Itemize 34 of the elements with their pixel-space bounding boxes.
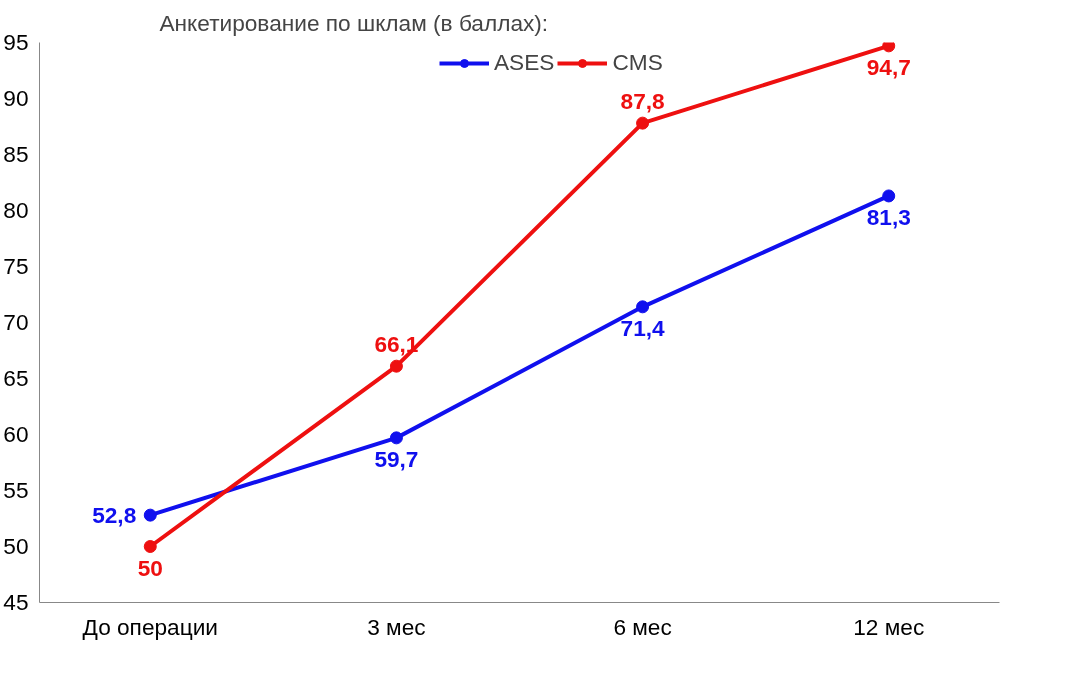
data-label: 66,1 [374, 331, 419, 358]
y-tick-label: 85 [3, 141, 29, 167]
x-tick-label: 3 мес [367, 613, 426, 640]
y-tick-label: 60 [3, 421, 29, 447]
data-label: 87,8 [620, 88, 665, 115]
y-tick-label: 80 [3, 197, 29, 223]
x-tick-label: 6 мес [613, 613, 672, 640]
y-tick-label: 90 [3, 85, 29, 111]
point [143, 540, 157, 553]
data-label: 59,7 [374, 445, 419, 472]
point [636, 116, 650, 130]
x-tick-label: До операции [82, 613, 218, 640]
data-label: 52,8 [92, 501, 137, 528]
y-tick-label: 45 [3, 589, 29, 615]
point [389, 359, 403, 373]
y-tick-label: 70 [3, 309, 29, 335]
y-tick-label: 95 [3, 29, 29, 55]
y-tick-label: 55 [3, 477, 29, 503]
legend-label: CMS [612, 49, 663, 76]
x-tick-label: 12 мес [853, 613, 925, 640]
chart-title: Анкетирование по шклам (в баллах): [159, 9, 549, 36]
data-label: 81,3 [866, 203, 911, 230]
y-tick-label: 65 [3, 365, 29, 391]
data-label: 94,7 [866, 53, 911, 80]
data-label: 71,4 [620, 314, 666, 341]
data-label: 50 [137, 554, 163, 581]
point [389, 431, 403, 445]
point [636, 300, 650, 314]
y-tick-label: 75 [3, 253, 29, 279]
point [882, 189, 896, 203]
point [882, 42, 896, 53]
point [143, 508, 157, 522]
y-tick-label: 50 [3, 533, 29, 559]
legend-label: ASES [494, 49, 555, 76]
